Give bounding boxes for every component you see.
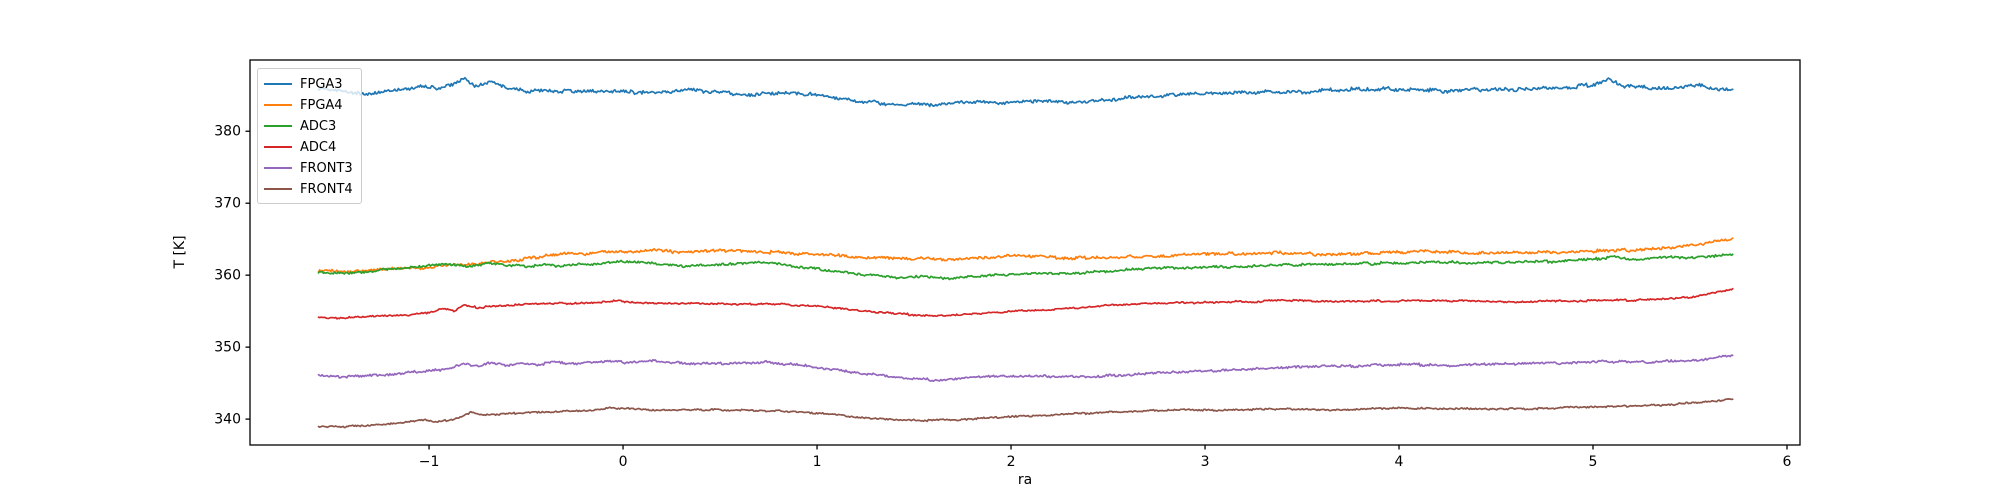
legend: FPGA3 FPGA4 ADC3 ADC4 FRONT3 FRONT4 — [257, 68, 362, 204]
legend-item-adc3: ADC3 — [264, 115, 353, 136]
legend-label: FRONT4 — [300, 181, 353, 197]
x-tick-label: −1 — [419, 454, 440, 470]
legend-label: ADC4 — [300, 139, 337, 155]
y-tick-label: 350 — [214, 340, 241, 356]
x-tick-label: 0 — [619, 454, 628, 470]
series-line-FRONT3 — [317, 354, 1734, 383]
series-line-FRONT4 — [317, 398, 1734, 429]
plot-area — [249, 59, 1801, 446]
legend-label: FRONT3 — [300, 160, 353, 176]
legend-item-adc4: ADC4 — [264, 136, 353, 157]
series-line-FPGA4 — [317, 237, 1734, 274]
legend-swatch-adc4 — [264, 145, 292, 148]
y-tick-label: 340 — [214, 412, 241, 428]
legend-item-fpga3: FPGA3 — [264, 73, 353, 94]
x-axis-ticks: −1 0 1 2 3 4 5 6 — [419, 445, 1792, 470]
legend-item-front3: FRONT3 — [264, 157, 353, 178]
x-tick-label: 2 — [1007, 454, 1016, 470]
x-axis-label: ra — [1017, 472, 1033, 488]
legend-swatch-adc3 — [264, 124, 292, 127]
legend-label: FPGA4 — [300, 97, 343, 113]
legend-swatch-fpga4 — [264, 103, 292, 106]
legend-item-front4: FRONT4 — [264, 178, 353, 199]
x-tick-label: 3 — [1201, 454, 1210, 470]
series-line-ADC3 — [317, 253, 1734, 281]
series-group — [317, 76, 1734, 429]
x-tick-label: 5 — [1589, 454, 1598, 470]
y-tick-label: 370 — [214, 196, 241, 212]
legend-swatch-front3 — [264, 166, 292, 169]
series-line-ADC4 — [317, 287, 1734, 320]
series-line-FPGA3 — [317, 76, 1734, 108]
x-tick-label: 1 — [813, 454, 822, 470]
legend-label: ADC3 — [300, 118, 337, 134]
legend-item-fpga4: FPGA4 — [264, 94, 353, 115]
x-tick-label: 4 — [1395, 454, 1404, 470]
y-axis-ticks: 340 350 360 370 380 — [214, 124, 250, 428]
y-tick-label: 360 — [214, 268, 241, 284]
y-axis-label: T [K] — [172, 235, 188, 269]
legend-swatch-front4 — [264, 187, 292, 190]
x-tick-label: 6 — [1783, 454, 1792, 470]
y-tick-label: 380 — [214, 124, 241, 140]
legend-label: FPGA3 — [300, 76, 343, 92]
legend-swatch-fpga3 — [264, 82, 292, 85]
